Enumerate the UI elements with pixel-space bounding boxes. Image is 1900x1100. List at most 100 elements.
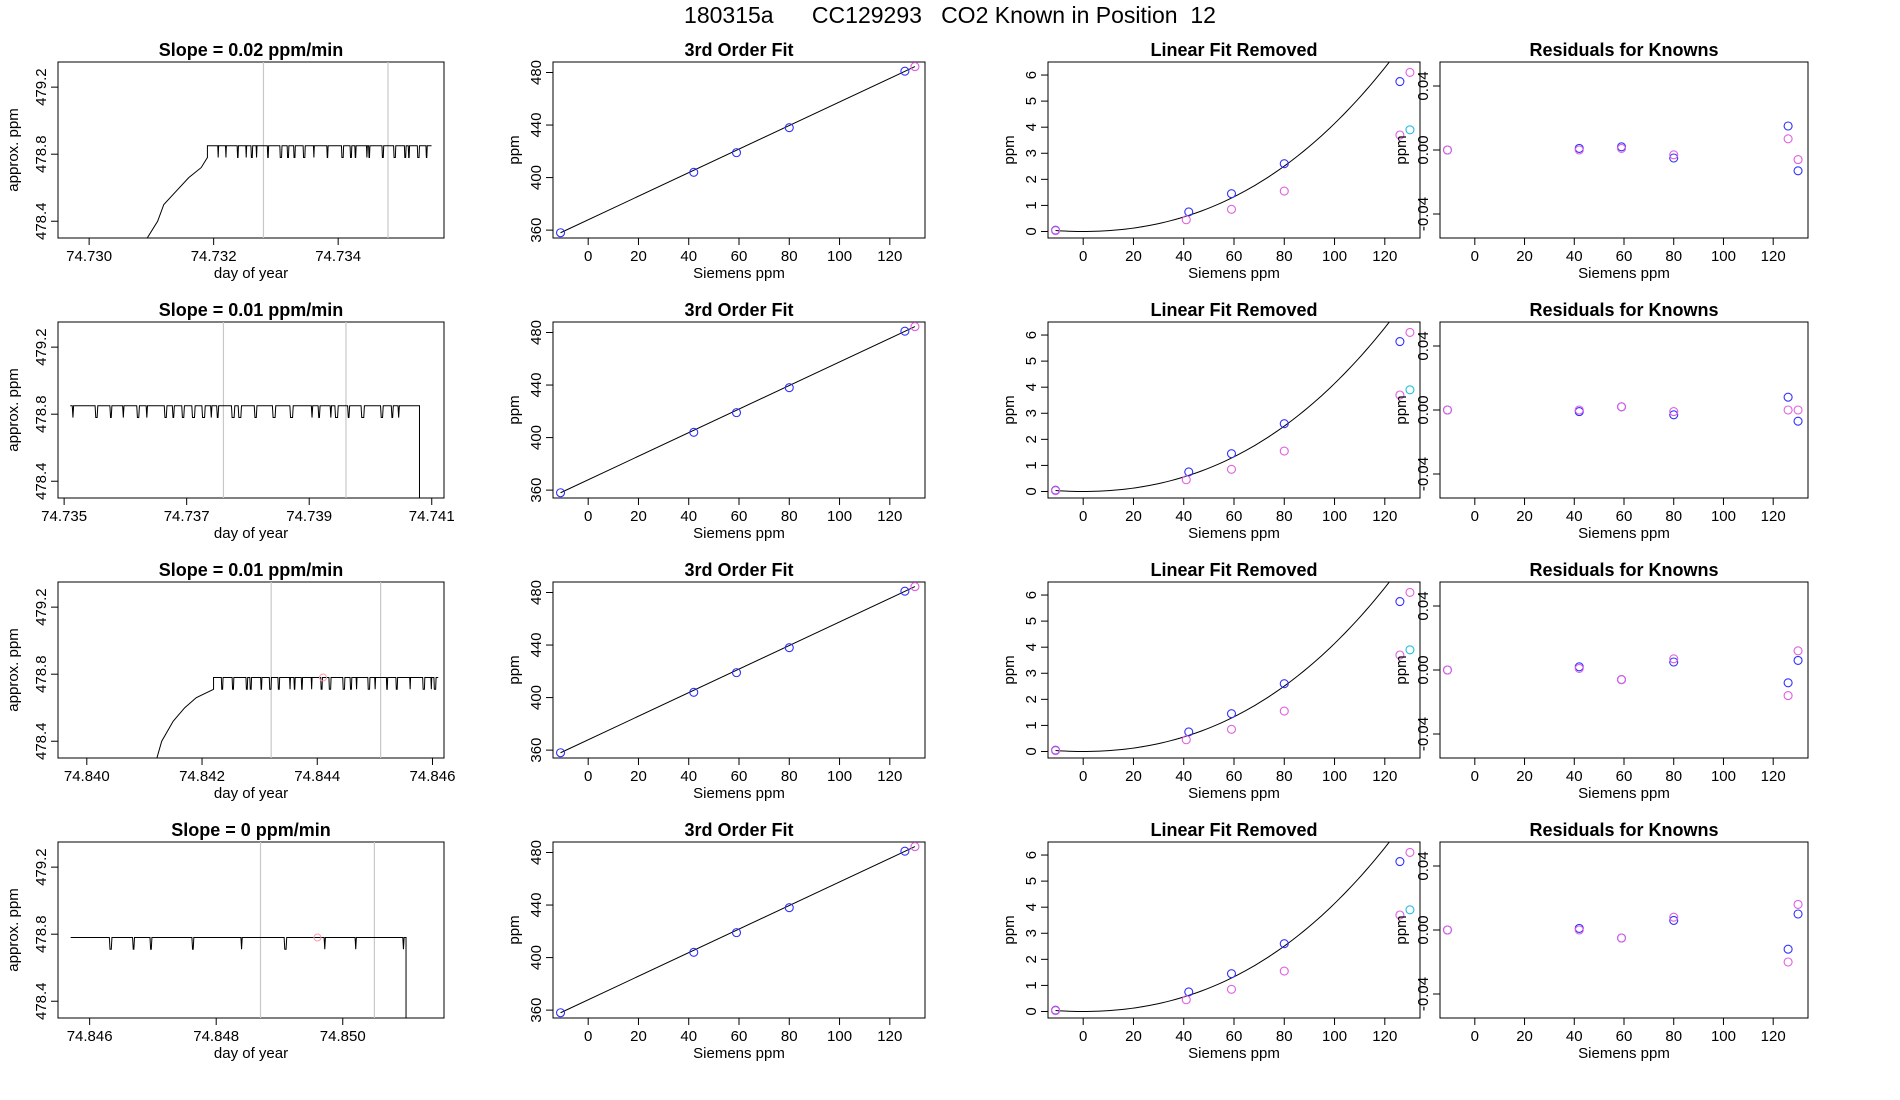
x-tick-label: 80 [781, 508, 798, 525]
x-tick-label: 100 [1322, 1028, 1347, 1045]
data-point [1050, 226, 1061, 236]
x-tick-label: 60 [731, 1028, 748, 1045]
y-tick-label: -0.04 [1415, 197, 1432, 231]
fit-line [560, 66, 916, 234]
x-tick-label: 74.732 [191, 248, 237, 265]
chart-panel-1: Slope = 0.02 ppm/min 74.730 74.732 74.734 47… [5, 40, 445, 282]
red-data-point [319, 673, 328, 682]
y-tick-label: 400 [528, 945, 545, 970]
data-point [1574, 925, 1584, 935]
y-tick-label: 360 [528, 478, 545, 503]
x-tick-label: 60 [731, 508, 748, 525]
y-tick-label: -0.04 [1415, 457, 1432, 491]
data-point [731, 408, 742, 418]
data-point [1574, 145, 1584, 155]
y-tick-label: 0.00 [1415, 915, 1432, 944]
data-point [910, 322, 920, 332]
x-tick-label: 120 [1761, 768, 1786, 785]
x-axis-label: Siemens ppm [1188, 785, 1280, 802]
plot-frame [1439, 581, 1809, 759]
data-point [1181, 735, 1191, 745]
x-tick-label: 0 [1079, 1028, 1087, 1045]
chart-panel-9: Linear Fit Removed 0 20 40 60 80 100 120 0 1 2 3 4 5 6… [1001, 40, 1421, 282]
data-point [1793, 655, 1803, 665]
y-tick-label: 440 [528, 113, 545, 138]
x-tick-label: 74.850 [320, 1028, 366, 1045]
data-point [1279, 966, 1289, 976]
data-point [1616, 143, 1627, 153]
data-point [1395, 857, 1405, 867]
x-tick-label: 120 [1372, 768, 1397, 785]
chart-title: Residuals for Knowns [1529, 300, 1718, 320]
x-tick-label: 100 [827, 768, 852, 785]
x-axis-label: Siemens ppm [693, 525, 785, 542]
data-point [784, 643, 794, 653]
data-point [1181, 995, 1191, 1005]
data-point [731, 148, 742, 158]
plot-frame [57, 841, 445, 1019]
y-axis-label: ppm [506, 915, 523, 944]
data-point [555, 1008, 566, 1018]
x-tick-label: 60 [1616, 248, 1633, 265]
x-tick-label: 120 [1372, 1028, 1397, 1045]
data-point [731, 928, 742, 938]
data-point [1184, 727, 1194, 737]
plot-frame [1047, 61, 1421, 239]
x-tick-label: 20 [1516, 1028, 1533, 1045]
y-tick-label: 0.00 [1415, 655, 1432, 684]
y-tick-label: 479.2 [33, 588, 50, 626]
y-tick-label: 2 [1023, 435, 1040, 443]
data-point [784, 383, 794, 393]
x-tick-label: 100 [827, 248, 852, 265]
data-point [1226, 449, 1237, 459]
chart-panel-15: Residuals for Knowns 0 20 40 60 80 100 120 -0.04… [1393, 560, 1809, 802]
y-tick-label: 479.2 [33, 328, 50, 366]
data-point [1279, 939, 1289, 949]
y-tick-label: 1 [1023, 721, 1040, 729]
data-point [1793, 909, 1803, 919]
y-tick-label: 360 [528, 998, 545, 1023]
y-tick-label: 400 [528, 165, 545, 190]
data-point [1226, 724, 1237, 734]
y-axis-label: ppm [1001, 915, 1018, 944]
y-tick-label: 2 [1023, 175, 1040, 183]
x-tick-label: 0 [584, 248, 592, 265]
x-tick-label: 20 [1125, 508, 1142, 525]
y-tick-label: 480 [528, 840, 545, 865]
fit-curve [1055, 322, 1390, 492]
data-point [1395, 77, 1405, 87]
y-tick-label: 2 [1023, 955, 1040, 963]
fit-curve [1055, 582, 1390, 752]
y-tick-label: 0 [1023, 227, 1040, 235]
page-title: 180315a CC129293 CO2 Known in Position 1… [684, 2, 1216, 28]
concentration-trace [70, 937, 407, 1018]
chart-panel-4: Slope = 0 ppm/min 74.846 74.848 74.850 478.4… [5, 820, 445, 1062]
x-axis-label: Siemens ppm [693, 1045, 785, 1062]
fit-curve [1055, 842, 1390, 1012]
x-tick-label: 20 [630, 768, 647, 785]
x-tick-label: 0 [584, 508, 592, 525]
concentration-trace [146, 145, 432, 238]
data-point [1226, 709, 1237, 719]
data-point [1395, 910, 1405, 920]
y-tick-label: 0.00 [1415, 135, 1432, 164]
data-point [1669, 657, 1679, 667]
chart-title: Linear Fit Removed [1150, 560, 1317, 580]
x-tick-label: 80 [781, 1028, 798, 1045]
data-point [900, 586, 910, 596]
concentration-trace [70, 405, 420, 498]
chart-title: Residuals for Knowns [1529, 560, 1718, 580]
chart-panel-14: Residuals for Knowns 0 20 40 60 80 100 120 -0.04… [1393, 300, 1809, 542]
data-point [1442, 925, 1453, 935]
data-point [1405, 847, 1415, 857]
data-point [689, 687, 699, 697]
x-tick-label: 100 [1322, 768, 1347, 785]
x-tick-label: 80 [1276, 248, 1293, 265]
x-tick-label: 0 [1079, 248, 1087, 265]
x-tick-label: 100 [1711, 1028, 1736, 1045]
chart-panel-5: 3rd Order Fit 0 20 40 60 80 100 120 360 400 440 480… [506, 40, 926, 282]
y-axis-label: approx. ppm [5, 628, 22, 711]
data-point [1793, 155, 1803, 165]
x-tick-label: 120 [877, 248, 902, 265]
x-tick-label: 80 [781, 768, 798, 785]
